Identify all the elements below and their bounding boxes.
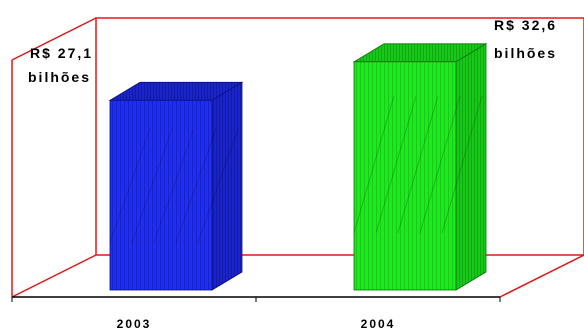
frame-edge (11, 17, 97, 61)
bar-sheen (353, 95, 395, 234)
x-tick-label: 2003 (117, 317, 152, 331)
bar (353, 61, 457, 291)
bar-sheen (175, 128, 217, 243)
bar-sheen (397, 95, 439, 234)
x-tick-label: 2004 (361, 317, 396, 331)
frame-edge (11, 254, 97, 298)
data-label: R$ 32,6 (494, 17, 557, 33)
bar-side (211, 81, 243, 291)
frame-edge (499, 254, 584, 298)
chart-frame (11, 17, 584, 302)
frame-back-wall (95, 17, 584, 256)
bar-sheen (131, 128, 173, 243)
label-group: R$ 27,1 bilhões R$ 32,6 bilhões 2003 2004 (28, 17, 557, 331)
bar-side (455, 43, 487, 291)
data-label: bilhões (28, 69, 91, 85)
bar-group (108, 43, 488, 291)
bar-sheen (419, 95, 461, 234)
bar-sheen (197, 128, 239, 243)
bar-sheen (153, 128, 195, 243)
bar-sheen (375, 95, 417, 234)
bar-sheen (441, 95, 483, 234)
bar (109, 99, 213, 291)
data-label: bilhões (494, 45, 557, 61)
bar-sheen (109, 128, 151, 243)
data-label: R$ 27,1 (30, 45, 93, 61)
